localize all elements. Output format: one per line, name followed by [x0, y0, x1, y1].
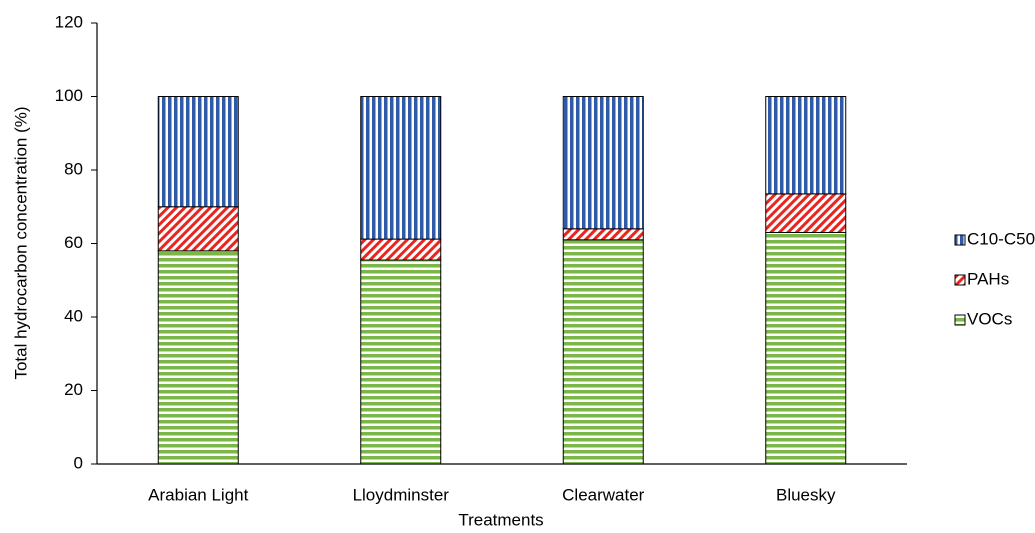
x-axis-title: Treatments	[458, 510, 543, 529]
bar-segment	[157, 96, 239, 208]
y-tick-label: 40	[64, 306, 83, 325]
x-tick-label: Bluesky	[776, 485, 836, 504]
x-tick-label: Arabian Light	[148, 485, 248, 504]
bar-segment	[360, 259, 442, 465]
bar-segment	[360, 96, 442, 240]
y-tick-label: 20	[64, 380, 83, 399]
bar-segment	[157, 206, 239, 252]
x-tick-label: Lloydminster	[353, 485, 450, 504]
y-tick-label: 60	[64, 233, 83, 252]
legend-swatch	[954, 234, 966, 246]
bar-segment	[765, 96, 847, 195]
y-axis-title: Total hydrocarbon concentration (%)	[11, 106, 30, 379]
bar-segment	[765, 231, 847, 465]
y-tick-label: 80	[64, 159, 83, 178]
legend-swatch	[954, 314, 966, 326]
bar-segment	[157, 250, 239, 465]
bar-segment	[360, 238, 442, 261]
bar-segment	[562, 228, 644, 241]
bar-segment	[765, 193, 847, 233]
legend-label: C10-C50	[967, 229, 1035, 248]
x-tick-label: Clearwater	[562, 485, 645, 504]
bar-segment	[562, 239, 644, 465]
y-tick-label: 120	[55, 12, 83, 31]
y-tick-label: 100	[55, 86, 83, 105]
legend-label: VOCs	[967, 309, 1012, 328]
y-tick-label: 0	[74, 453, 83, 472]
legend-swatch	[954, 274, 966, 286]
bar-segment	[562, 96, 644, 230]
legend-label: PAHs	[967, 269, 1009, 288]
